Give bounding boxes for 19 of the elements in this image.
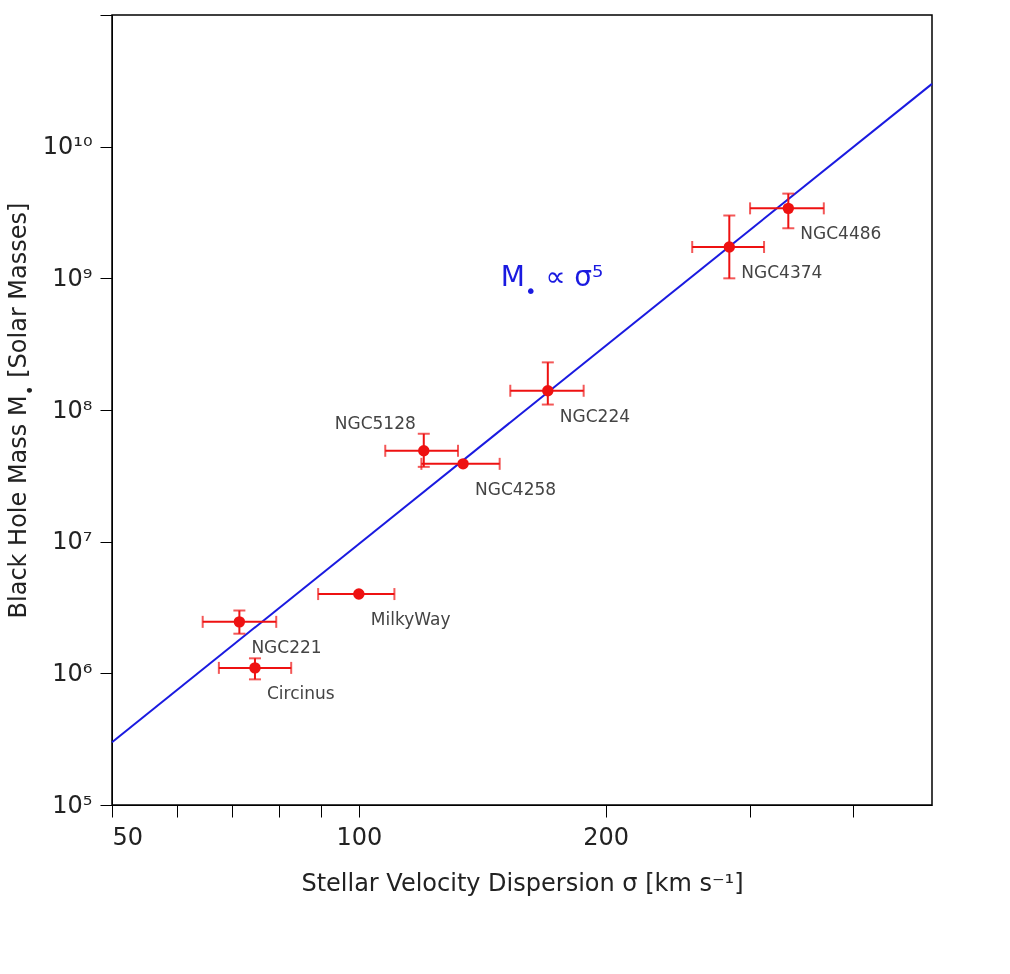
y-tick-label: 10⁶: [52, 658, 93, 687]
annotation: NGC4374: [741, 261, 823, 282]
annotation: MilkyWay: [370, 609, 451, 630]
y-tick-label: 10⁹: [52, 263, 93, 292]
annotation: NGC221: [251, 636, 322, 657]
series-label: M$_{•}$ ∝ σ⁵: [500, 260, 604, 303]
x-tick-label: 200: [583, 822, 630, 851]
annotation: NGC5128: [334, 412, 416, 433]
y-tick-label: 10⁵: [52, 790, 93, 819]
annotation: Circinus: [266, 682, 335, 703]
y-tick-label: 10¹⁰: [42, 132, 93, 161]
y-tick-label: 10⁷: [52, 527, 93, 556]
annotation: NGC4486: [800, 223, 882, 244]
annotation: NGC224: [559, 405, 631, 426]
y-tick-label: 10⁸: [52, 395, 93, 424]
x-axis-title: Stellar Velocity Dispersion σ [km s⁻¹]: [301, 868, 744, 897]
annotation: NGC4258: [475, 478, 557, 499]
x-tick-label: 50: [112, 822, 144, 851]
x-tick-label: 100: [336, 822, 383, 851]
